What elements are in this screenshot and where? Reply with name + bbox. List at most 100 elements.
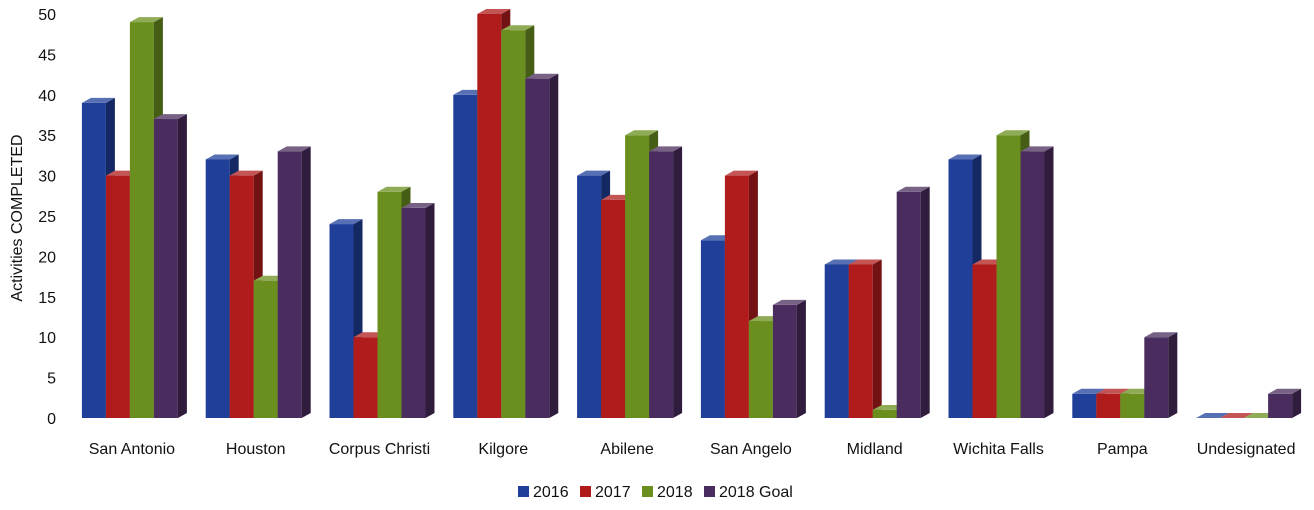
bar-front	[377, 191, 402, 418]
bar-top	[824, 259, 858, 265]
legend-swatch	[580, 486, 591, 497]
bar-front	[848, 264, 873, 418]
bar-front	[700, 240, 725, 418]
bar	[1268, 388, 1302, 418]
bar-front	[996, 135, 1021, 418]
legend-swatch	[518, 486, 529, 497]
bar	[401, 202, 435, 418]
bar-front	[1144, 337, 1169, 418]
bar-front	[1020, 151, 1045, 419]
y-tick-label: 35	[38, 128, 56, 145]
bar	[1220, 413, 1254, 418]
bar-front	[401, 207, 426, 418]
bar	[1144, 332, 1178, 418]
bar	[896, 186, 930, 418]
bar-top	[848, 259, 882, 265]
bar-front	[253, 280, 278, 418]
bar-front	[353, 337, 378, 418]
bar-top	[377, 186, 411, 192]
bar-front	[205, 159, 230, 418]
bar-front	[748, 321, 773, 418]
legend-entry: 2018	[657, 484, 693, 501]
bar-top	[625, 130, 659, 136]
bar	[1020, 146, 1054, 419]
bar	[848, 259, 882, 418]
bar-front	[601, 199, 626, 418]
legend-swatch	[704, 486, 715, 497]
bar-top	[1196, 413, 1230, 418]
bar-top	[896, 186, 930, 192]
bar-front	[105, 175, 130, 418]
bar-top	[525, 73, 559, 79]
bar-front	[1072, 393, 1097, 418]
bar	[525, 73, 559, 418]
bar-top	[277, 146, 311, 152]
y-tick-label: 10	[38, 330, 56, 347]
bars	[81, 9, 1302, 419]
bar-front	[625, 135, 650, 418]
category-label: Houston	[226, 441, 286, 458]
category-label: Kilgore	[478, 441, 528, 458]
bar-front	[81, 102, 106, 418]
bar-front	[948, 159, 973, 418]
legend-entry: 2016	[533, 484, 569, 501]
bar-top	[1072, 388, 1106, 394]
bar-front	[872, 409, 897, 418]
bar-top	[1020, 146, 1054, 152]
bar-front	[724, 175, 749, 418]
bar-top	[577, 170, 611, 176]
bar-top	[1220, 413, 1254, 418]
bar-top	[948, 154, 982, 160]
bar-front	[649, 151, 674, 419]
bar-top	[129, 17, 163, 23]
legend-entry: 2017	[595, 484, 631, 501]
bar-top	[772, 299, 806, 305]
y-axis-label: Activities COMPLETED	[9, 134, 26, 301]
bar-front	[1268, 393, 1293, 418]
bar-front	[824, 264, 849, 418]
category-label: Undesignated	[1197, 441, 1296, 458]
bar-side	[1292, 388, 1302, 418]
bar-top	[81, 97, 115, 103]
bar-front	[453, 94, 478, 419]
category-label: Corpus Christi	[329, 441, 430, 458]
y-axis: 0 5 10 15 20 25 30 35 40 45 50	[38, 7, 56, 428]
bar-front	[501, 30, 526, 418]
bar-front	[329, 224, 354, 418]
bar-top	[501, 25, 535, 31]
bar-side	[301, 146, 311, 418]
y-tick-label: 0	[47, 411, 56, 428]
y-tick-label: 5	[47, 371, 56, 388]
category-label: Wichita Falls	[953, 441, 1044, 458]
bar-top	[477, 9, 511, 14]
bar-front	[1096, 393, 1121, 418]
y-tick-label: 30	[38, 169, 56, 186]
y-tick-label: 25	[38, 209, 56, 226]
bar-top	[229, 170, 263, 176]
bar-side	[1044, 146, 1054, 418]
bar-top	[996, 130, 1030, 136]
bar	[277, 146, 311, 419]
y-tick-label: 15	[38, 290, 56, 307]
bar-front	[477, 14, 502, 418]
bar-top	[1096, 388, 1130, 394]
bar-top	[329, 219, 363, 225]
bar-front	[577, 175, 602, 418]
y-tick-label: 20	[38, 249, 56, 266]
bar	[129, 17, 163, 419]
y-tick-label: 40	[38, 88, 56, 105]
bar-side	[549, 73, 559, 418]
x-axis: San Antonio Houston Corpus Christi Kilgore A…	[89, 441, 1296, 458]
bar	[1196, 413, 1230, 418]
bar-top	[1268, 388, 1302, 394]
bar-top	[649, 146, 683, 152]
bar-side	[673, 146, 683, 418]
bar-side	[872, 259, 882, 418]
bar	[772, 299, 806, 418]
category-label: San Angelo	[710, 441, 792, 458]
bar-front	[153, 119, 178, 418]
bar-top	[1144, 332, 1178, 338]
category-label: Midland	[847, 441, 903, 458]
bar-front	[129, 22, 154, 419]
